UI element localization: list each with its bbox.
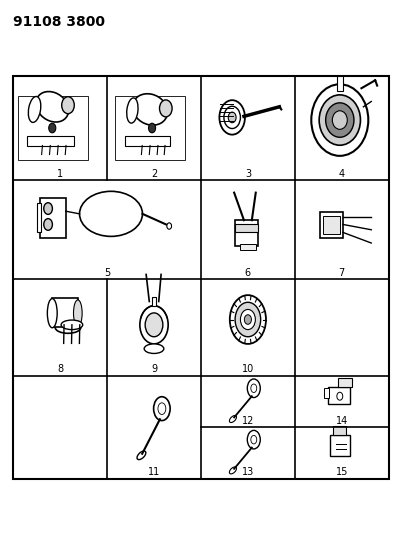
Text: 8: 8	[57, 365, 63, 375]
Ellipse shape	[61, 320, 83, 329]
Ellipse shape	[219, 100, 245, 135]
Ellipse shape	[326, 103, 354, 138]
Ellipse shape	[311, 84, 368, 156]
Bar	[320, 212, 343, 238]
Ellipse shape	[332, 111, 347, 130]
Ellipse shape	[230, 295, 266, 344]
Ellipse shape	[133, 94, 168, 125]
Ellipse shape	[144, 344, 164, 353]
Bar	[240, 244, 256, 250]
Bar	[235, 224, 258, 232]
Ellipse shape	[55, 321, 81, 333]
Text: 15: 15	[335, 467, 348, 477]
Ellipse shape	[44, 203, 52, 214]
Text: 7: 7	[339, 268, 345, 278]
Ellipse shape	[319, 95, 360, 145]
Ellipse shape	[74, 300, 82, 326]
Ellipse shape	[49, 123, 56, 133]
Ellipse shape	[148, 123, 156, 133]
Bar	[37, 203, 41, 232]
Ellipse shape	[127, 98, 138, 123]
Bar	[18, 96, 88, 160]
Text: 9: 9	[151, 365, 157, 375]
Bar	[338, 378, 352, 387]
Bar	[40, 198, 66, 238]
Bar	[13, 76, 389, 479]
Ellipse shape	[228, 112, 236, 123]
Ellipse shape	[145, 313, 163, 337]
Text: 5: 5	[104, 268, 110, 278]
Ellipse shape	[137, 451, 146, 459]
Text: 12: 12	[242, 416, 254, 426]
Ellipse shape	[229, 416, 236, 423]
Ellipse shape	[140, 306, 168, 344]
Bar	[337, 76, 343, 91]
Ellipse shape	[62, 96, 74, 114]
Ellipse shape	[247, 379, 260, 398]
Bar	[330, 435, 350, 456]
Ellipse shape	[229, 467, 236, 474]
Ellipse shape	[247, 430, 260, 449]
Ellipse shape	[167, 223, 171, 229]
Bar	[152, 297, 156, 306]
Ellipse shape	[29, 96, 41, 123]
Text: 11: 11	[148, 467, 160, 477]
Text: 14: 14	[336, 416, 348, 426]
Ellipse shape	[240, 310, 255, 329]
Bar	[27, 136, 74, 146]
Text: 3: 3	[245, 169, 251, 179]
Text: 1: 1	[57, 169, 63, 179]
Ellipse shape	[235, 302, 261, 337]
Text: 4: 4	[339, 169, 345, 179]
Bar	[333, 426, 346, 435]
Ellipse shape	[244, 315, 251, 324]
Ellipse shape	[44, 219, 52, 230]
Text: 13: 13	[242, 467, 254, 477]
Ellipse shape	[48, 298, 57, 328]
Text: 6: 6	[245, 268, 251, 278]
Ellipse shape	[154, 397, 170, 421]
Bar	[235, 220, 258, 246]
Bar	[328, 387, 350, 404]
Text: 91108 3800: 91108 3800	[13, 14, 105, 29]
Bar	[324, 388, 329, 398]
Bar	[115, 96, 185, 160]
Ellipse shape	[160, 100, 172, 117]
Bar	[52, 298, 78, 327]
Text: 2: 2	[151, 169, 157, 179]
Ellipse shape	[36, 92, 69, 122]
Bar	[124, 136, 170, 146]
Text: 10: 10	[242, 365, 254, 375]
Ellipse shape	[224, 106, 240, 128]
Bar	[323, 216, 340, 234]
